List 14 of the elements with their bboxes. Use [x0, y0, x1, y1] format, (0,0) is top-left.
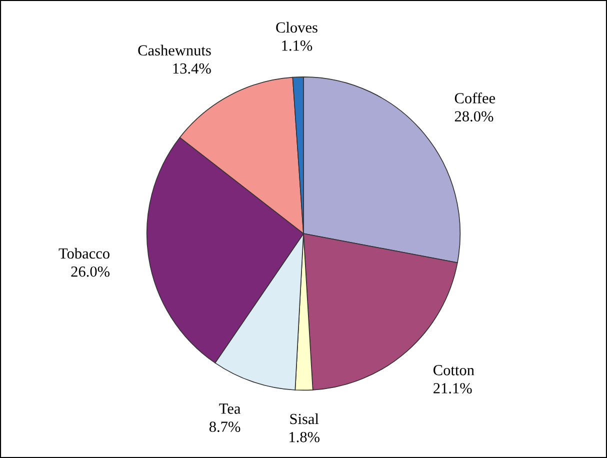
data-label: 26.0% — [71, 266, 110, 277]
data-label: 1.8% — [290, 432, 320, 442]
data-label: 21.1% — [434, 383, 472, 394]
data-label: 13.4% — [173, 63, 211, 74]
data-label: 28.0% — [454, 111, 494, 122]
slice-label: Cotton — [434, 365, 474, 376]
slice-label: Sisal — [290, 413, 319, 424]
data-label: 1.1% — [282, 40, 312, 51]
slice-label: Tea — [219, 404, 241, 414]
slice-label: Tobacco — [58, 248, 110, 259]
slice-label: Cashewnuts — [138, 44, 211, 56]
data-label: 8.7% — [209, 422, 240, 432]
slice-label: Coffee — [454, 92, 496, 104]
slice-label: Cloves — [276, 22, 318, 33]
